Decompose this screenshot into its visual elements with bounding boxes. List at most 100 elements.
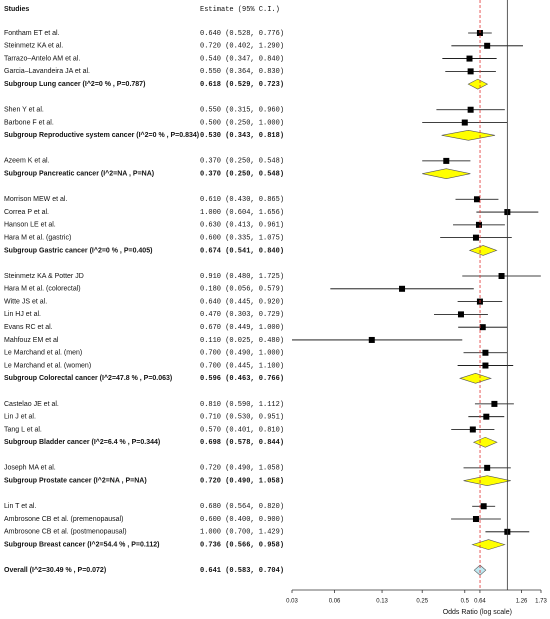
study-estimate: 0.630 (0.413, 0.961) xyxy=(200,222,284,230)
subgroup-diamond xyxy=(472,436,498,448)
subgroup-estimate: 0.674 (0.541, 0.840) xyxy=(200,247,284,255)
study-square xyxy=(467,106,474,113)
x-tick-label: 1.73 xyxy=(535,599,547,605)
study-square xyxy=(467,68,474,75)
study-estimate: 0.600 (0.400, 0.900) xyxy=(200,516,284,524)
study-label: Fontham ET et al. xyxy=(4,30,60,37)
study-label: Hanson LE et al. xyxy=(4,222,56,229)
subgroup-estimate: 0.596 (0.463, 0.766) xyxy=(200,375,284,383)
study-square xyxy=(479,324,486,331)
study-estimate: 0.550 (0.364, 0.830) xyxy=(200,68,284,76)
study-square xyxy=(461,119,468,126)
study-label: Correa P et al. xyxy=(4,209,49,216)
study-estimate: 0.110 (0.025, 0.480) xyxy=(200,337,284,345)
study-label: Lin T et al. xyxy=(4,503,36,510)
subgroup-label: Subgroup Bladder cancer (I^2=6.4 % , P=0… xyxy=(4,438,160,446)
study-label: Evans RC et al. xyxy=(4,324,53,331)
study-square xyxy=(466,55,473,62)
subgroup-label: Subgroup Pancreatic cancer (I^2=NA , P=N… xyxy=(4,170,154,178)
study-label: Azeem K et al. xyxy=(4,158,50,165)
subgroup-label: Subgroup Prostate cancer (I^2=NA , P=NA) xyxy=(4,476,147,484)
subgroup-diamond xyxy=(441,130,496,141)
subgroup-label: Subgroup Reproductive system cancer (I^2… xyxy=(4,131,199,139)
study-label: Steinmetz KA et al. xyxy=(4,43,63,50)
study-label: Barbone F et al. xyxy=(4,119,54,126)
study-label: Joseph MA et al. xyxy=(4,465,56,472)
subgroup-diamond xyxy=(468,245,498,256)
x-tick-label: 1.26 xyxy=(516,599,528,605)
study-estimate: 0.640 (0.528, 0.776) xyxy=(200,30,284,38)
study-label: Tang L et al. xyxy=(4,426,42,433)
study-square xyxy=(472,516,479,523)
subgroup-diamond xyxy=(467,78,489,90)
study-estimate: 0.640 (0.445, 0.920) xyxy=(200,298,284,306)
x-tick-label: 0.03 xyxy=(286,599,298,605)
x-tick-label: 0.64 xyxy=(474,599,486,605)
subgroup-diamond xyxy=(471,539,506,550)
subgroup-estimate: 0.736 (0.566, 0.958) xyxy=(200,541,284,549)
study-estimate: 0.600 (0.335, 1.075) xyxy=(200,234,284,242)
subgroup-label: Subgroup Breast cancer (I^2=54.4 % , P=0… xyxy=(4,540,159,548)
study-label: Steinmetz KA & Potter JD xyxy=(4,273,84,280)
study-square xyxy=(484,42,491,49)
study-estimate: 1.000 (0.604, 1.656) xyxy=(200,209,284,217)
study-square xyxy=(472,234,479,241)
study-label: Lin HJ et al. xyxy=(4,311,41,318)
study-label: Ambrosone CB et al. (premenopausal) xyxy=(4,516,123,523)
estimate-header: Estimate (95% C.I.) xyxy=(200,6,280,14)
study-estimate: 0.720 (0.402, 1.290) xyxy=(200,43,284,51)
study-label: Castelao JE et al. xyxy=(4,401,59,408)
study-estimate: 0.680 (0.564, 0.820) xyxy=(200,503,284,511)
subgroup-estimate: 0.618 (0.529, 0.723) xyxy=(200,81,284,89)
study-estimate: 0.500 (0.250, 1.000) xyxy=(200,119,284,127)
study-label: Le Marchand et al. (men) xyxy=(4,350,82,357)
study-estimate: 0.700 (0.490, 1.000) xyxy=(200,350,284,358)
study-header: Studies xyxy=(4,6,29,13)
study-estimate: 0.720 (0.490, 1.058) xyxy=(200,465,284,473)
study-square xyxy=(482,349,489,356)
study-label: Lin J et al. xyxy=(4,414,36,421)
x-tick-label: 0.06 xyxy=(329,599,341,605)
study-square xyxy=(443,157,450,164)
study-estimate: 0.540 (0.347, 0.840) xyxy=(200,55,284,63)
study-estimate: 0.670 (0.449, 1.000) xyxy=(200,324,284,332)
study-label: Garcia–Lavandeira JA et al. xyxy=(4,68,90,75)
study-label: Shen Y et al. xyxy=(4,107,44,114)
study-square xyxy=(469,426,476,433)
study-estimate: 0.470 (0.303, 0.729) xyxy=(200,311,284,319)
overall-label: Overall (I^2=30.49 % , P=0.072) xyxy=(4,566,106,574)
study-square xyxy=(498,273,505,280)
subgroup-estimate: 0.720 (0.490, 1.058) xyxy=(200,477,284,485)
study-estimate: 0.810 (0.590, 1.112) xyxy=(200,401,284,409)
study-label: Tarrazo–Antelo AM et al. xyxy=(4,55,80,62)
study-estimate: 0.180 (0.056, 0.579) xyxy=(200,286,284,294)
study-square xyxy=(475,221,482,228)
study-estimate: 0.370 (0.250, 0.548) xyxy=(200,158,284,166)
study-square xyxy=(483,413,490,420)
study-square xyxy=(480,503,487,510)
study-estimate: 1.000 (0.700, 1.429) xyxy=(200,529,284,537)
x-tick-label: 0.5 xyxy=(461,599,470,605)
study-square xyxy=(457,311,464,318)
study-square xyxy=(484,464,491,471)
subgroup-diamond xyxy=(463,475,511,486)
study-square xyxy=(368,336,375,343)
study-label: Le Marchand et al. (women) xyxy=(4,362,91,369)
x-axis-label: Odds Ratio (log scale) xyxy=(443,609,512,616)
subgroup-estimate: 0.698 (0.578, 0.844) xyxy=(200,439,284,447)
study-label: Hara M et al. (gastric) xyxy=(4,234,71,241)
study-square xyxy=(399,285,406,292)
overall-estimate: 0.641 (0.583, 0.704) xyxy=(200,567,284,575)
study-estimate: 0.570 (0.401, 0.810) xyxy=(200,426,284,434)
subgroup-estimate: 0.370 (0.250, 0.548) xyxy=(200,171,284,179)
study-label: Ambrosone CB et al. (postmenopausal) xyxy=(4,529,127,536)
subgroup-label: Subgroup Gastric cancer (I^2=0 % , P=0.4… xyxy=(4,246,152,254)
study-label: Witte JS et al. xyxy=(4,298,47,305)
x-tick-label: 0.13 xyxy=(376,599,388,605)
study-estimate: 0.910 (0.480, 1.725) xyxy=(200,273,284,281)
study-label: Morrison MEW et al. xyxy=(4,196,67,203)
subgroup-label: Subgroup Colorectal cancer (I^2=47.8 % ,… xyxy=(4,374,172,382)
study-estimate: 0.550 (0.315, 0.960) xyxy=(200,107,284,115)
study-estimate: 0.700 (0.445, 1.100) xyxy=(200,362,284,370)
